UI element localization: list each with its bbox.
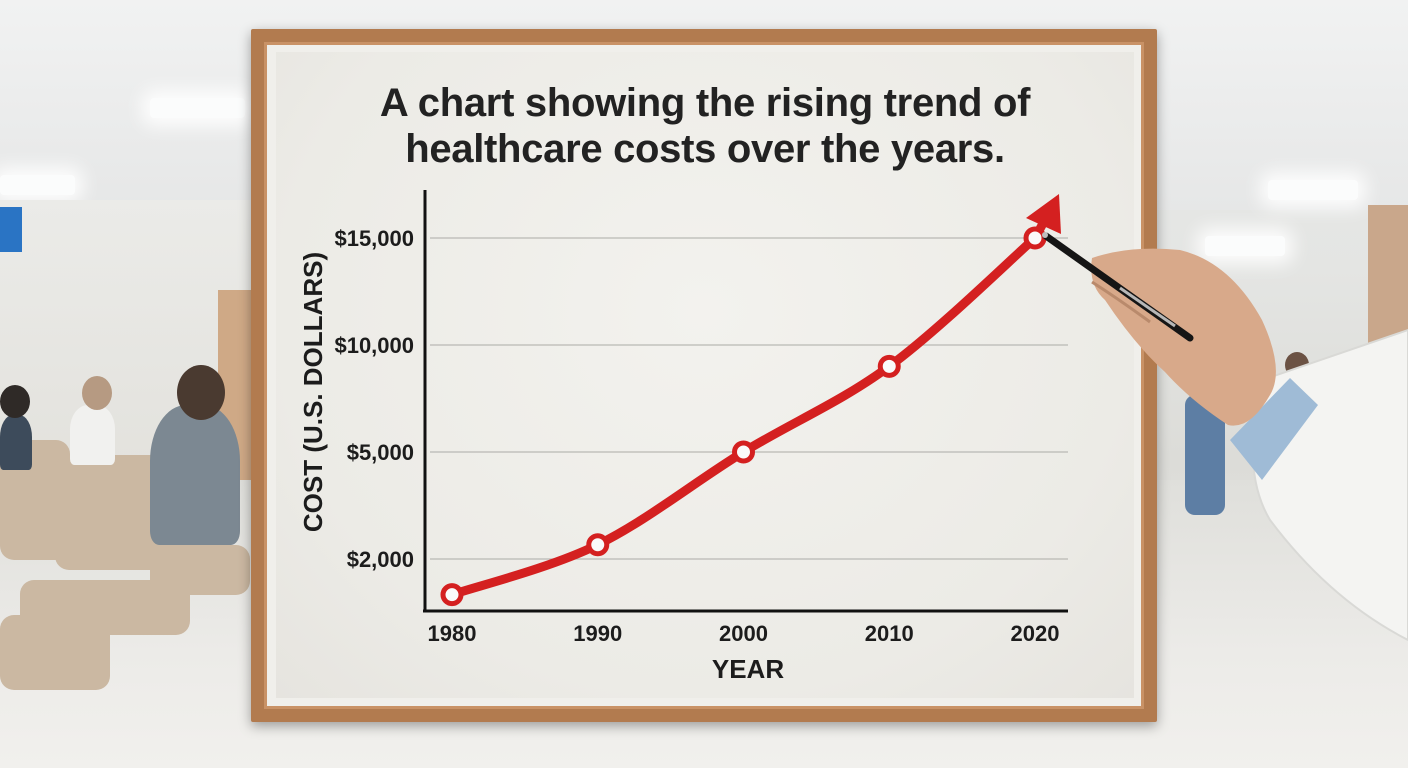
ceiling-light: [1268, 180, 1358, 200]
person-head: [177, 365, 225, 420]
whiteboard-surface: [276, 52, 1134, 698]
y-axis-label: COST (U.S. DOLLARS): [298, 252, 328, 532]
waiting-chair: [0, 615, 110, 690]
x-tick-labels: 1980 1990 2000 2010 2020: [428, 621, 1060, 646]
x-tick-label: 2010: [865, 621, 914, 646]
person-head: [82, 376, 112, 410]
data-point: [877, 354, 901, 378]
x-axis-label: YEAR: [712, 654, 784, 684]
series-line: [447, 211, 1052, 600]
data-point: [440, 583, 464, 607]
y-tick-label: $10,000: [334, 333, 414, 358]
x-tick-label: 2000: [719, 621, 768, 646]
waiting-chair: [150, 545, 250, 595]
y-tick-labels: $15,000 $10,000 $5,000 $2,000: [334, 226, 414, 572]
seated-person: [150, 405, 240, 545]
x-tick-label: 1990: [573, 621, 622, 646]
y-tick-label: $15,000: [334, 226, 414, 251]
trend-arrowhead: [1026, 194, 1061, 234]
wall-sign: [0, 207, 22, 252]
data-point: [586, 533, 610, 557]
y-tick-label: $5,000: [347, 440, 414, 465]
series-cost: [440, 194, 1061, 607]
x-tick-label: 2020: [1011, 621, 1060, 646]
seated-person: [70, 405, 115, 465]
person-head: [0, 385, 30, 418]
ceiling-light: [0, 175, 75, 195]
gridlines: [430, 237, 1068, 560]
axes: [423, 190, 1068, 613]
seated-person: [0, 415, 32, 470]
y-tick-label: $2,000: [347, 547, 414, 572]
chart-title: A chart showing the rising trend of heal…: [379, 81, 1031, 171]
ceiling-light: [150, 98, 245, 118]
waiting-chair: [55, 455, 165, 570]
x-tick-label: 1980: [428, 621, 477, 646]
data-point: [1023, 226, 1047, 250]
data-point: [732, 440, 755, 464]
